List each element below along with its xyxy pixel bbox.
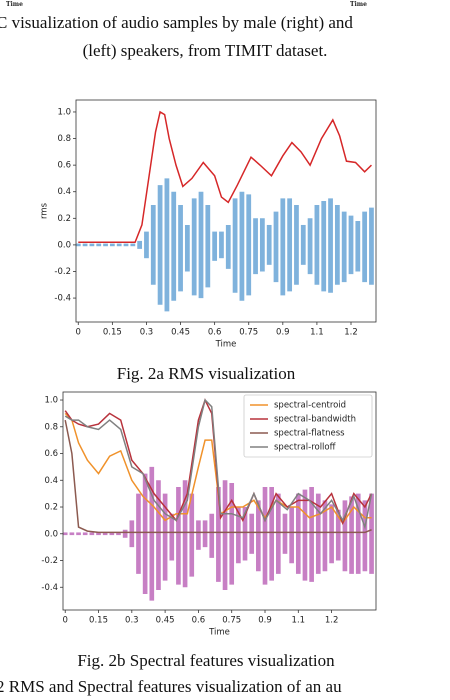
y-tick-label: 0.4 bbox=[57, 187, 71, 197]
x-tick-label: 0.45 bbox=[171, 328, 190, 338]
x-tick-label: 0.9 bbox=[258, 616, 272, 626]
y-tick-label: -0.2 bbox=[41, 556, 58, 566]
x-tick-label: 0 bbox=[63, 616, 68, 626]
x-tick-label: 0.6 bbox=[192, 616, 206, 626]
x-tick-label: 1.1 bbox=[292, 616, 306, 626]
x-tick-label: 0 bbox=[76, 328, 81, 338]
series-line bbox=[64, 419, 372, 534]
legend-label: spectral-bandwidth bbox=[274, 415, 356, 425]
y-tick-label: 0.4 bbox=[44, 476, 58, 486]
axes-frame bbox=[62, 391, 377, 611]
x-axis-label: Time bbox=[208, 628, 230, 638]
x-axis-label: Time bbox=[215, 340, 237, 350]
legend-frame bbox=[243, 394, 373, 458]
time-label: Time bbox=[350, 1, 367, 8]
y-tick-label: -0.4 bbox=[54, 294, 71, 304]
time-label: Time bbox=[6, 1, 23, 8]
x-tick-label: 0.3 bbox=[125, 616, 139, 626]
y-tick-label: 0.8 bbox=[44, 422, 58, 432]
y-tick-label: 0.6 bbox=[57, 161, 71, 171]
x-tick-label: 0.75 bbox=[222, 616, 241, 626]
legend-label: spectral-centroid bbox=[274, 401, 346, 411]
axes-frame bbox=[75, 99, 377, 323]
x-tick-label: 0.3 bbox=[140, 328, 154, 338]
y-tick-label: -0.4 bbox=[41, 583, 58, 593]
y-tick-label: 1.0 bbox=[57, 107, 71, 117]
y-tick-label: 0.0 bbox=[57, 240, 71, 250]
y-axis-label: rms bbox=[40, 202, 50, 219]
y-tick-label: 0.6 bbox=[44, 449, 58, 459]
legend-label: spectral-flatness bbox=[274, 429, 345, 439]
x-tick-label: 0.45 bbox=[156, 616, 175, 626]
x-tick-label: 0.6 bbox=[208, 328, 222, 338]
x-tick-label: 1.2 bbox=[325, 616, 339, 626]
x-tick-label: 0.15 bbox=[103, 328, 122, 338]
y-tick-label: -0.2 bbox=[54, 267, 71, 277]
series-line bbox=[64, 398, 373, 530]
y-tick-label: 0.8 bbox=[57, 134, 71, 144]
y-tick-label: 1.0 bbox=[44, 396, 58, 406]
x-tick-label: 1.2 bbox=[344, 328, 358, 338]
y-tick-label: 0.0 bbox=[44, 529, 58, 539]
legend-label: spectral-rolloff bbox=[274, 443, 337, 453]
caption-line: C visualization of audio samples by male… bbox=[0, 13, 353, 32]
y-tick-label: 0.2 bbox=[44, 503, 58, 513]
footer-caption: 2 RMS and Spectral features visualizatio… bbox=[0, 677, 342, 696]
series-line bbox=[78, 110, 372, 243]
figure-caption: Fig. 2b Spectral features visualization bbox=[77, 651, 335, 670]
figure-caption: Fig. 2a RMS visualization bbox=[117, 364, 296, 383]
x-tick-label: 0.15 bbox=[89, 616, 108, 626]
caption-line: (left) speakers, from TIMIT dataset. bbox=[83, 41, 328, 60]
x-tick-label: 1.1 bbox=[310, 328, 324, 338]
x-tick-label: 0.75 bbox=[239, 328, 258, 338]
y-tick-label: 0.2 bbox=[57, 214, 71, 224]
x-tick-label: 0.9 bbox=[276, 328, 290, 338]
